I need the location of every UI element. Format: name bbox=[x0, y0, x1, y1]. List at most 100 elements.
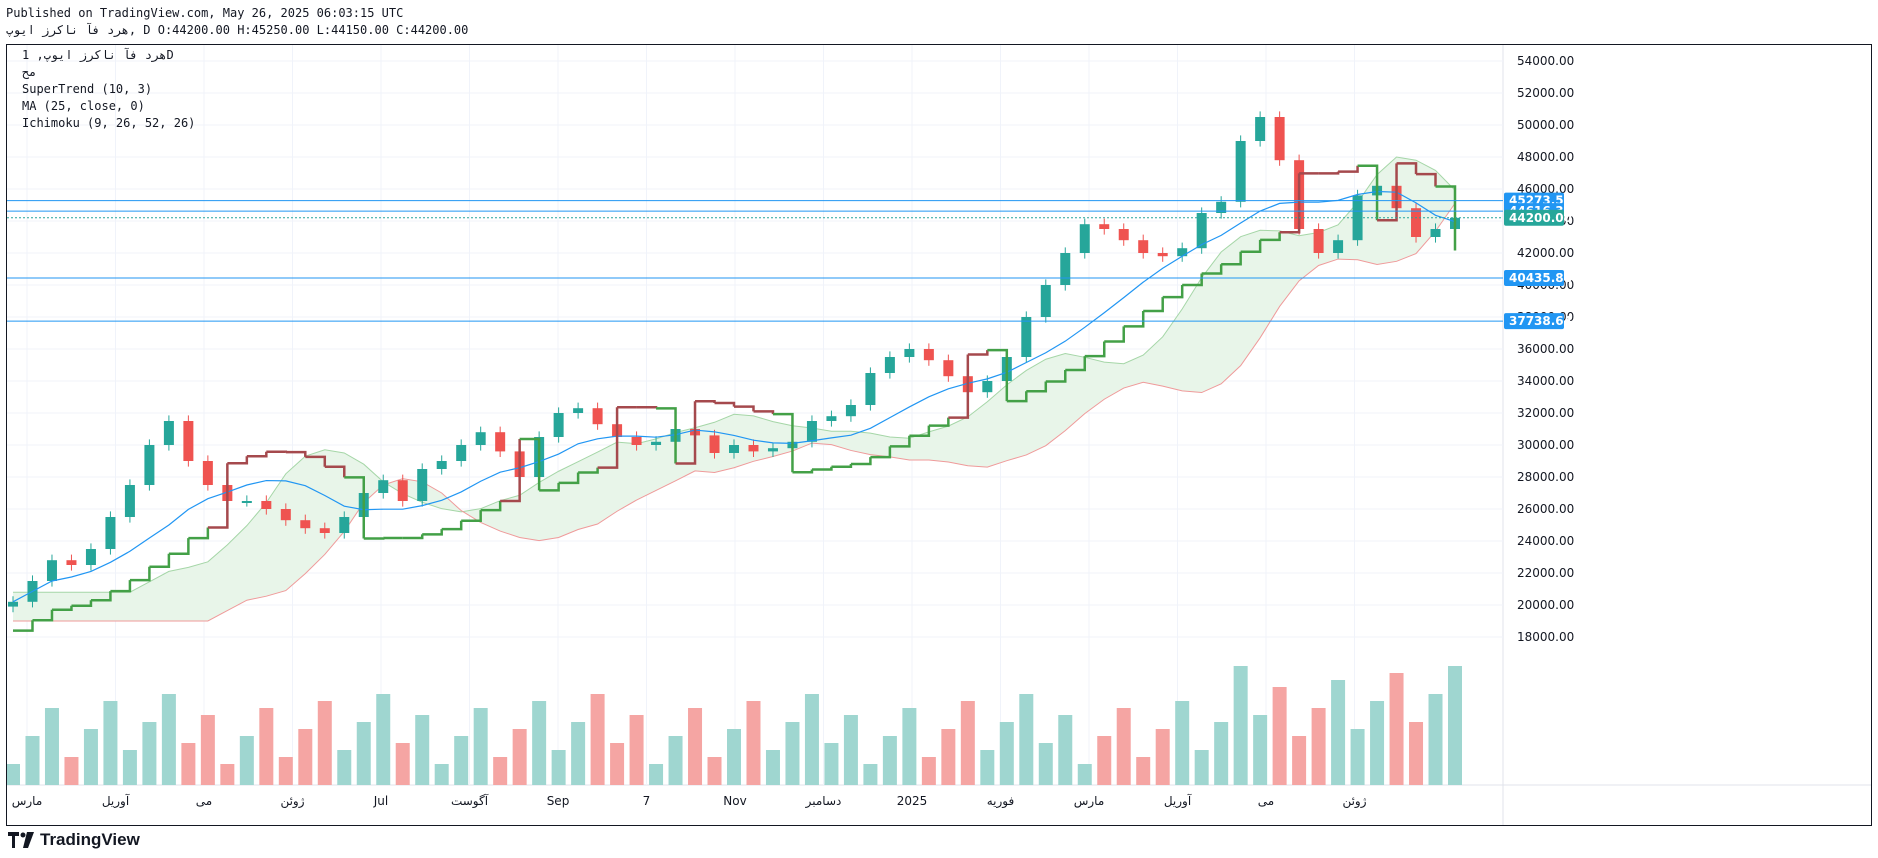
y-tick-label: 54000.00 bbox=[1517, 54, 1574, 68]
x-tick-label: 2025 bbox=[897, 794, 928, 808]
volume-bar bbox=[863, 764, 878, 785]
candle-body bbox=[339, 517, 350, 533]
volume-bar bbox=[512, 729, 527, 785]
volume-bar bbox=[1214, 722, 1229, 785]
supertrend-line bbox=[1006, 391, 1028, 403]
candle-body bbox=[904, 349, 915, 357]
volume-bar bbox=[64, 757, 79, 785]
y-tick-label: 32000.00 bbox=[1517, 406, 1574, 420]
y-tick-label: 50000.00 bbox=[1517, 118, 1574, 132]
tradingview-brand: TradingView bbox=[40, 830, 140, 849]
volume-bar bbox=[649, 764, 664, 785]
published-label: Published on TradingView.com, May 26, 20… bbox=[6, 6, 404, 20]
candle-body bbox=[1021, 317, 1032, 357]
chart-frame[interactable]: 54000.00 52000.00 50000.00 48000.00 46000.00… bbox=[6, 44, 1872, 826]
supertrend-line bbox=[90, 591, 112, 602]
supertrend-line bbox=[227, 456, 249, 465]
supertrend-line bbox=[1396, 162, 1418, 175]
supertrend-line bbox=[714, 401, 736, 407]
price-level-badge[interactable] bbox=[1504, 313, 1564, 330]
price-level-badge[interactable] bbox=[1504, 209, 1564, 226]
volume-bar bbox=[1311, 708, 1326, 785]
volume-bar bbox=[454, 736, 469, 785]
supertrend-line bbox=[422, 529, 443, 536]
supertrend-line bbox=[402, 534, 424, 540]
x-tick-label: Sep bbox=[547, 794, 570, 808]
candle-body bbox=[923, 349, 934, 361]
volume-bar bbox=[298, 729, 313, 785]
supertrend-line bbox=[695, 400, 716, 404]
volume-bar bbox=[1136, 757, 1151, 785]
supertrend-line bbox=[539, 482, 560, 492]
supertrend-line bbox=[734, 405, 755, 412]
tradingview-logo-icon bbox=[8, 832, 34, 848]
volume-bar bbox=[122, 750, 137, 785]
candle-body bbox=[319, 528, 330, 533]
candle-body bbox=[1313, 229, 1324, 253]
x-tick-label: آوریل bbox=[102, 793, 130, 809]
supertrend-line bbox=[51, 605, 73, 612]
volume-bar bbox=[668, 736, 683, 785]
volume-bar bbox=[1175, 701, 1190, 785]
x-tick-label: 7 bbox=[643, 794, 651, 808]
ichimoku-span-b bbox=[13, 203, 1456, 622]
volume-bar bbox=[356, 722, 371, 785]
volume-bar bbox=[239, 736, 254, 785]
supertrend-line bbox=[519, 437, 541, 491]
supertrend-line bbox=[1221, 251, 1242, 266]
volume-bar bbox=[1194, 750, 1209, 785]
y-tick-label: 18000.00 bbox=[1517, 630, 1574, 644]
candle-body bbox=[1177, 248, 1188, 257]
candle-body bbox=[144, 445, 155, 485]
volume-bar bbox=[181, 743, 196, 785]
volume-bar bbox=[980, 750, 995, 785]
x-tick-label: ژوئن bbox=[280, 794, 304, 809]
candle-body bbox=[592, 408, 603, 425]
candle-body bbox=[573, 408, 584, 413]
y-tick-label: 34000.00 bbox=[1517, 374, 1574, 388]
y-tick-label: 26000.00 bbox=[1517, 502, 1574, 516]
legend-supertrend[interactable]: SuperTrend (10, 3) bbox=[22, 82, 153, 96]
supertrend-line bbox=[870, 446, 892, 459]
supertrend-line bbox=[500, 438, 521, 503]
candle-body bbox=[495, 432, 506, 452]
supertrend-line bbox=[831, 464, 853, 468]
volume-bar bbox=[1077, 764, 1092, 785]
supertrend-line bbox=[1182, 273, 1203, 287]
volume-bar bbox=[590, 694, 605, 785]
chart-canvas[interactable]: 54000.00 52000.00 50000.00 48000.00 46000.00… bbox=[7, 45, 1871, 825]
candle-body bbox=[8, 601, 18, 607]
candle-body bbox=[767, 448, 778, 452]
supertrend-line bbox=[1065, 356, 1087, 372]
volume-bar bbox=[434, 764, 449, 785]
supertrend-line bbox=[461, 510, 482, 522]
legend-ichimoku[interactable]: Ichimoku (9, 26, 52, 26) bbox=[22, 116, 196, 130]
supertrend-line bbox=[967, 350, 989, 356]
supertrend-line bbox=[636, 406, 658, 409]
price-level-badge[interactable] bbox=[1504, 270, 1564, 287]
tradingview-footer[interactable]: TradingView bbox=[8, 830, 140, 850]
price-level-badge-text: 40435.88 bbox=[1509, 271, 1572, 285]
volume-bar bbox=[1428, 694, 1443, 785]
supertrend-line bbox=[1162, 285, 1184, 299]
volume-bar bbox=[103, 701, 118, 785]
supertrend-line bbox=[1318, 171, 1340, 175]
candle-body bbox=[1079, 224, 1090, 253]
volume-bar bbox=[1155, 729, 1170, 785]
supertrend-line bbox=[1357, 164, 1379, 221]
candle-body bbox=[124, 485, 135, 517]
y-tick-label: 48000.00 bbox=[1517, 150, 1574, 164]
candle-body bbox=[884, 357, 895, 373]
volume-bar bbox=[1448, 666, 1462, 785]
candle-body bbox=[1411, 208, 1422, 237]
volume-bar bbox=[688, 708, 703, 785]
supertrend-line bbox=[558, 472, 580, 485]
supertrend-line bbox=[811, 466, 833, 471]
candle-body bbox=[475, 432, 486, 445]
volume-bar bbox=[532, 701, 547, 785]
y-tick-label: 46000.00 bbox=[1517, 182, 1574, 196]
moving-average-line bbox=[12, 190, 1456, 603]
candle-body bbox=[1255, 117, 1266, 141]
legend-ma[interactable]: MA (25, close, 0) bbox=[22, 99, 145, 113]
volume-bar bbox=[999, 722, 1014, 785]
